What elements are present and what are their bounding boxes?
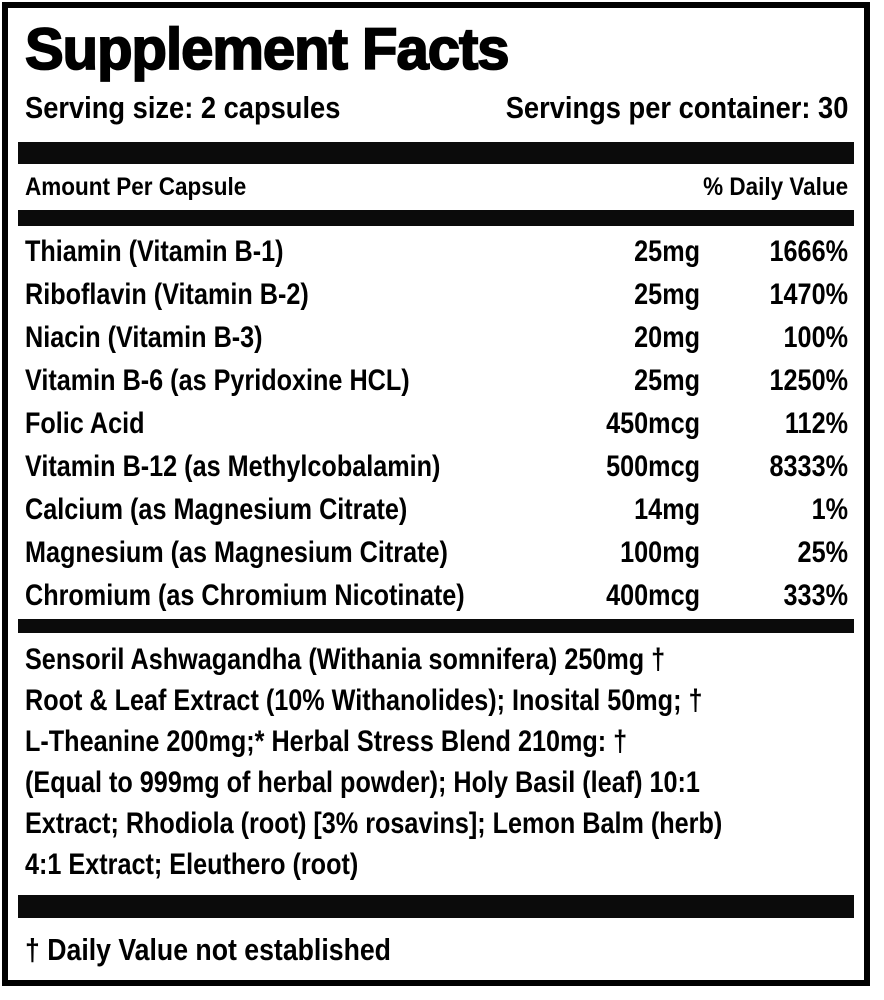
table-row: Magnesium (as Magnesium Citrate) 100mg 2… (25, 531, 848, 574)
nutrient-daily-value: 100% (783, 321, 848, 354)
nutrient-daily-value: 1470% (769, 278, 848, 311)
nutrient-amount: 450mcg (606, 407, 700, 440)
amount-per-capsule-header: Amount Per Capsule (25, 172, 247, 201)
table-row: Calcium (as Magnesium Citrate) 14mg 1% (25, 488, 848, 531)
herbal-line: (Equal to 999mg of herbal powder); Holy … (25, 766, 700, 799)
nutrient-daily-value: 25% (797, 536, 848, 569)
nutrient-daily-value: 333% (783, 579, 848, 612)
divider-bar-footnote (18, 895, 854, 918)
nutrient-name: Niacin (Vitamin B-3) (25, 321, 263, 354)
nutrient-name: Calcium (as Magnesium Citrate) (25, 493, 408, 526)
nutrient-daily-value: 1666% (769, 235, 848, 268)
nutrient-amount: 25mg (634, 278, 700, 311)
nutrient-amount: 100mg (620, 536, 700, 569)
nutrient-name: Folic Acid (25, 407, 145, 440)
divider-bar-header (18, 210, 854, 226)
divider-bar-herbal (18, 619, 854, 633)
nutrient-name: Chromium (as Chromium Nicotinate) (25, 579, 465, 612)
supplement-facts-label: Supplement Facts Serving size: 2 capsule… (2, 2, 870, 986)
nutrient-name: Magnesium (as Magnesium Citrate) (25, 536, 448, 569)
nutrient-name: Vitamin B-6 (as Pyridoxine HCL) (25, 364, 410, 397)
daily-value-header: % Daily Value (702, 172, 848, 201)
serving-size: Serving size: 2 capsules (25, 90, 341, 125)
nutrient-daily-value: 112% (784, 407, 848, 440)
nutrient-daily-value: 1250% (769, 364, 848, 397)
table-row: Vitamin B-6 (as Pyridoxine HCL) 25mg 125… (25, 359, 848, 402)
table-row: Niacin (Vitamin B-3) 20mg 100% (25, 316, 848, 359)
nutrient-daily-value: 1% (811, 493, 848, 526)
herbal-blend-paragraph: Sensoril Ashwagandha (Withania somnifera… (8, 633, 864, 885)
servings-per-container: Servings per container: 30 (505, 90, 848, 125)
nutrient-amount: 20mg (634, 321, 700, 354)
herbal-line: 4:1 Extract; Eleuthero (root) (25, 848, 359, 881)
divider-bar-top (18, 142, 854, 164)
nutrient-name: Riboflavin (Vitamin B-2) (25, 278, 309, 311)
nutrient-daily-value: 8333% (769, 450, 848, 483)
nutrient-amount: 25mg (634, 235, 700, 268)
herbal-line: Extract; Rhodiola (root) [3% rosavins]; … (25, 807, 723, 840)
nutrient-amount: 25mg (634, 364, 700, 397)
nutrient-name: Thiamin (Vitamin B-1) (25, 235, 284, 268)
nutrient-amount: 14mg (634, 493, 700, 526)
table-row: Thiamin (Vitamin B-1) 25mg 1666% (25, 230, 848, 273)
table-row: Chromium (as Chromium Nicotinate) 400mcg… (25, 574, 848, 617)
serving-info: Serving size: 2 capsules Servings per co… (8, 88, 864, 128)
nutrient-amount: 400mcg (606, 579, 700, 612)
footnote: † Daily Value not established (8, 926, 864, 974)
footnote-text: † Daily Value not established (25, 932, 391, 967)
table-header: Amount Per Capsule % Daily Value (8, 164, 864, 210)
label-title: Supplement Facts (24, 17, 510, 83)
nutrient-name: Vitamin B-12 (as Methylcobalamin) (25, 450, 441, 483)
table-row: Folic Acid 450mcg 112% (25, 402, 848, 445)
herbal-line: Root & Leaf Extract (10% Withanolides); … (25, 684, 703, 717)
table-row: Vitamin B-12 (as Methylcobalamin) 500mcg… (25, 445, 848, 488)
nutrient-table: Thiamin (Vitamin B-1) 25mg 1666% Ribofla… (8, 226, 864, 617)
herbal-line: L-Theanine 200mg;* Herbal Stress Blend 2… (25, 725, 628, 758)
nutrient-amount: 500mcg (606, 450, 700, 483)
herbal-line: Sensoril Ashwagandha (Withania somnifera… (25, 643, 666, 676)
table-row: Riboflavin (Vitamin B-2) 25mg 1470% (25, 273, 848, 316)
